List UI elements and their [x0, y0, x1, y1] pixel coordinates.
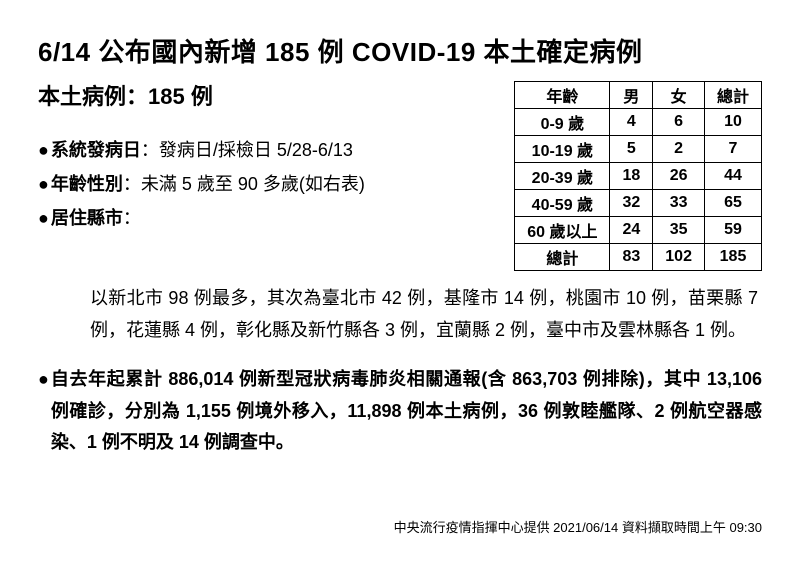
table-header-row: 年齡 男 女 總計	[515, 82, 762, 109]
table-cell: 總計	[515, 244, 610, 271]
table-cell: 0-9 歲	[515, 109, 610, 136]
table-cell: 5	[610, 136, 653, 163]
table-row: 60 歲以上243559	[515, 217, 762, 244]
bullet-age: ● 年齡性別 ：未滿 5 歲至 90 多歲(如右表)	[38, 167, 494, 201]
age-label: 年齡性別	[51, 167, 123, 201]
cumulative-body: 自去年起累計 886,014 例新型冠狀病毒肺炎相關通報(含 863,703 例…	[51, 364, 762, 459]
bullet-onset: ● 系統發病日 ：發病日/採檢日 5/28-6/13	[38, 133, 494, 167]
col-male: 男	[610, 82, 653, 109]
table-cell: 10-19 歲	[515, 136, 610, 163]
bullet-county: ● 居住縣市 ：	[38, 201, 494, 235]
table-cell: 65	[704, 190, 761, 217]
table-cell: 20-39 歲	[515, 163, 610, 190]
col-female: 女	[653, 82, 705, 109]
table-cell: 60 歲以上	[515, 217, 610, 244]
bullet-list: ● 系統發病日 ：發病日/採檢日 5/28-6/13 ● 年齡性別 ：未滿 5 …	[38, 133, 494, 236]
age-value: ：未滿 5 歲至 90 多歲(如右表)	[123, 167, 365, 201]
top-section: 本土病例：185 例 ● 系統發病日 ：發病日/採檢日 5/28-6/13 ● …	[38, 79, 762, 271]
table-cell: 26	[653, 163, 705, 190]
bullet-dot: ●	[38, 201, 49, 235]
col-total: 總計	[704, 82, 761, 109]
table-row: 總計83102185	[515, 244, 762, 271]
table-cell: 2	[653, 136, 705, 163]
bullet-dot: ●	[38, 364, 49, 459]
table-cell: 35	[653, 217, 705, 244]
page-title: 6/14 公布國內新增 185 例 COVID-19 本土確定病例	[38, 32, 762, 69]
county-value: ：	[123, 201, 141, 235]
county-label: 居住縣市	[51, 201, 123, 235]
onset-label: 系統發病日	[51, 133, 141, 167]
table-cell: 102	[653, 244, 705, 271]
age-table-body: 0-9 歲461010-19 歲52720-39 歲18264440-59 歲3…	[515, 109, 762, 271]
table-row: 0-9 歲4610	[515, 109, 762, 136]
footer-source: 中央流行疫情指揮中心提供 2021/06/14 資料擷取時間上午 09:30	[394, 517, 762, 536]
left-column: 本土病例：185 例 ● 系統發病日 ：發病日/採檢日 5/28-6/13 ● …	[38, 79, 494, 236]
table-row: 10-19 歲527	[515, 136, 762, 163]
bullet-dot: ●	[38, 133, 49, 167]
table-cell: 6	[653, 109, 705, 136]
table-cell: 7	[704, 136, 761, 163]
bullet-dot: ●	[38, 167, 49, 201]
table-cell: 10	[704, 109, 761, 136]
table-cell: 32	[610, 190, 653, 217]
county-text: 以新北市 98 例最多，其次為臺北市 42 例，基隆市 14 例，桃園市 10 …	[90, 283, 758, 346]
table-cell: 44	[704, 163, 761, 190]
table-cell: 40-59 歲	[515, 190, 610, 217]
table-cell: 33	[653, 190, 705, 217]
table-cell: 18	[610, 163, 653, 190]
onset-value: ：發病日/採檢日 5/28-6/13	[141, 133, 353, 167]
age-table: 年齡 男 女 總計 0-9 歲461010-19 歲52720-39 歲1826…	[514, 81, 762, 271]
table-row: 20-39 歲182644	[515, 163, 762, 190]
table-cell: 83	[610, 244, 653, 271]
table-cell: 59	[704, 217, 761, 244]
table-cell: 24	[610, 217, 653, 244]
col-age: 年齡	[515, 82, 610, 109]
table-cell: 4	[610, 109, 653, 136]
table-cell: 185	[704, 244, 761, 271]
subtitle: 本土病例：185 例	[38, 79, 494, 111]
cumulative-text: ● 自去年起累計 886,014 例新型冠狀病毒肺炎相關通報(含 863,703…	[38, 364, 762, 459]
table-row: 40-59 歲323365	[515, 190, 762, 217]
